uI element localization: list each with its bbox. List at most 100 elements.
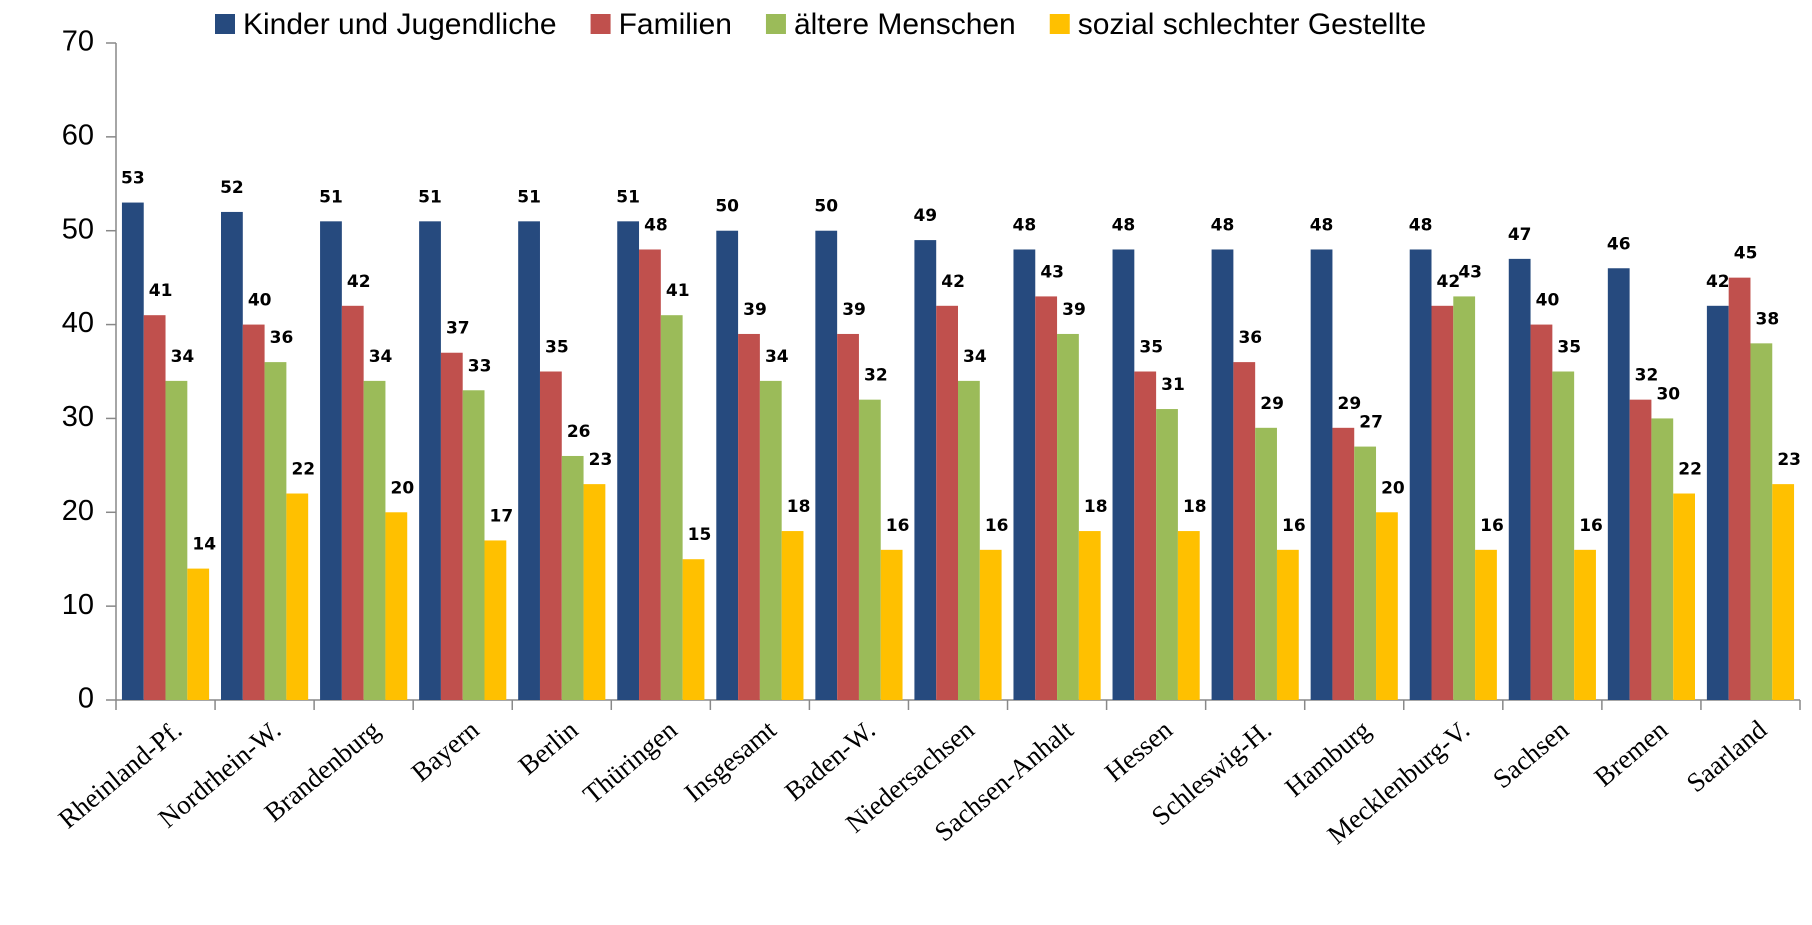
x-tick-label: Saarland xyxy=(1681,714,1773,798)
bar xyxy=(815,230,838,700)
value-label: 29 xyxy=(1260,394,1284,414)
value-label: 16 xyxy=(1282,516,1306,536)
value-label: 36 xyxy=(270,328,294,348)
x-tick-label: Bremen xyxy=(1588,714,1673,792)
bar xyxy=(1177,531,1200,700)
value-label: 33 xyxy=(468,356,492,376)
value-label: 18 xyxy=(1084,497,1108,517)
bar xyxy=(979,549,1002,700)
value-label: 43 xyxy=(1458,262,1482,282)
value-label: 39 xyxy=(743,300,767,320)
value-label: 51 xyxy=(319,187,343,207)
value-label: 30 xyxy=(1656,384,1680,404)
value-label: 47 xyxy=(1508,225,1532,245)
bar xyxy=(143,315,166,700)
value-label: 38 xyxy=(1756,309,1780,329)
legend-label: Familien xyxy=(619,8,732,41)
bar xyxy=(858,399,881,700)
value-label: 34 xyxy=(963,347,987,367)
bar xyxy=(682,559,705,700)
value-label: 16 xyxy=(886,516,910,536)
y-tick-label: 50 xyxy=(62,213,94,245)
value-label: 34 xyxy=(369,347,393,367)
value-label: 20 xyxy=(391,478,415,498)
y-tick-label: 10 xyxy=(62,589,94,621)
bar xyxy=(1673,493,1695,700)
bar xyxy=(1332,427,1355,700)
bar xyxy=(837,333,859,700)
value-label: 48 xyxy=(1310,215,1334,235)
value-label: 43 xyxy=(1040,262,1064,282)
value-label: 40 xyxy=(1536,291,1560,311)
bar xyxy=(1431,305,1454,700)
y-tick-label: 30 xyxy=(62,401,94,433)
value-label: 35 xyxy=(1557,338,1581,358)
value-label: 50 xyxy=(814,197,838,217)
value-label: 49 xyxy=(913,206,937,226)
bar xyxy=(1211,249,1234,700)
bar xyxy=(1409,249,1432,700)
value-label: 16 xyxy=(1579,516,1603,536)
bar xyxy=(1013,249,1036,700)
legend-label: sozial schlechter Gestellte xyxy=(1078,8,1427,41)
y-tick-label: 60 xyxy=(62,120,94,152)
bar xyxy=(1156,409,1178,700)
value-label: 22 xyxy=(291,460,315,480)
legend-label: ältere Menschen xyxy=(794,8,1016,41)
bar xyxy=(187,568,210,700)
bar xyxy=(1112,249,1135,700)
value-label: 17 xyxy=(490,506,514,526)
bar xyxy=(1772,484,1795,700)
legend-swatch xyxy=(215,14,235,34)
bar xyxy=(958,380,980,700)
bar xyxy=(1255,427,1277,700)
value-label: 35 xyxy=(1139,338,1163,358)
legend-label: Kinder und Jugendliche xyxy=(243,8,557,41)
value-label: 34 xyxy=(765,347,789,367)
legend-swatch xyxy=(765,14,786,34)
bar xyxy=(914,240,937,700)
value-label: 23 xyxy=(1777,450,1801,470)
bar xyxy=(341,305,364,700)
value-label: 48 xyxy=(1013,215,1037,235)
value-label: 32 xyxy=(1635,366,1659,386)
bar xyxy=(165,380,188,700)
value-label: 26 xyxy=(567,422,591,442)
bar xyxy=(1134,371,1157,700)
bar xyxy=(660,315,683,700)
value-label: 15 xyxy=(688,525,712,545)
value-label: 51 xyxy=(517,187,541,207)
bar xyxy=(781,531,804,700)
value-label: 48 xyxy=(644,215,668,235)
x-tick-label: Hessen xyxy=(1099,714,1178,787)
value-label: 16 xyxy=(1480,516,1504,536)
value-label: 42 xyxy=(1437,272,1461,292)
bar xyxy=(583,484,606,700)
x-tick-label: Thüringen xyxy=(577,714,683,810)
bar xyxy=(1552,371,1575,700)
x-tick-label: Baden-W. xyxy=(779,714,881,806)
value-label: 41 xyxy=(666,281,690,301)
value-label: 39 xyxy=(842,300,866,320)
value-label: 52 xyxy=(220,178,244,198)
value-label: 20 xyxy=(1381,478,1405,498)
bar xyxy=(1728,277,1751,700)
bar xyxy=(561,455,584,700)
value-label: 37 xyxy=(446,319,470,339)
bar xyxy=(738,333,760,700)
bar xyxy=(221,211,243,700)
value-label: 45 xyxy=(1734,244,1758,264)
bar xyxy=(1276,549,1299,700)
bar xyxy=(385,512,408,700)
x-tick-label: Insgesamt xyxy=(679,714,783,808)
y-tick-label: 70 xyxy=(62,26,94,58)
value-label: 34 xyxy=(171,347,195,367)
value-label: 50 xyxy=(715,197,739,217)
value-label: 18 xyxy=(1183,497,1207,517)
bar xyxy=(518,221,540,701)
value-label: 51 xyxy=(616,187,640,207)
value-label: 31 xyxy=(1161,375,1185,395)
value-label: 32 xyxy=(864,366,888,386)
x-tick-label: Bayern xyxy=(406,714,485,787)
bar xyxy=(759,380,782,700)
